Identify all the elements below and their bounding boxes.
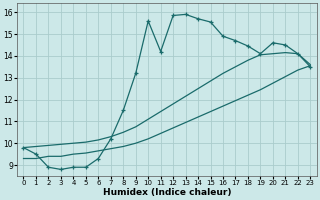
X-axis label: Humidex (Indice chaleur): Humidex (Indice chaleur) [103,188,231,197]
